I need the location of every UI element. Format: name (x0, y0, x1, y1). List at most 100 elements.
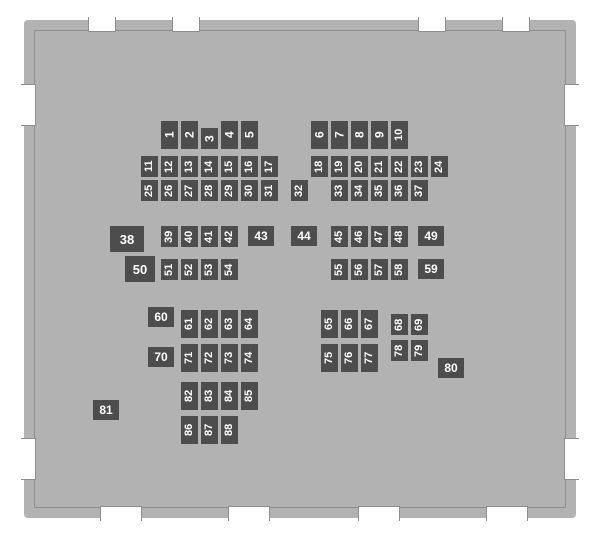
fuse-36: 36 (391, 180, 408, 201)
fuse-80: 80 (438, 358, 464, 378)
fuse-79: 79 (411, 340, 428, 361)
fuse-66: 66 (341, 310, 358, 338)
fuse-40: 40 (181, 226, 198, 247)
panel-clip (564, 84, 579, 126)
fuse-54: 54 (221, 259, 238, 280)
fuse-84: 84 (221, 382, 238, 410)
fuse-82: 82 (181, 382, 198, 410)
fuse-64: 64 (241, 310, 258, 338)
fuse-45: 45 (331, 226, 348, 247)
fuse-88: 88 (221, 416, 238, 444)
fuse-69: 69 (411, 314, 428, 335)
fuse-4: 4 (221, 121, 238, 149)
fuse-39: 39 (161, 226, 178, 247)
fuse-85: 85 (241, 382, 258, 410)
fuse-37: 37 (411, 180, 428, 201)
fuse-49: 49 (418, 226, 444, 246)
fuse-60: 60 (148, 307, 174, 327)
fuse-81: 81 (93, 400, 119, 420)
fuse-48: 48 (391, 226, 408, 247)
fuse-83: 83 (201, 382, 218, 410)
fuse-63: 63 (221, 310, 238, 338)
fuse-5: 5 (241, 121, 258, 149)
fuse-44: 44 (291, 226, 317, 246)
panel-clip (418, 17, 446, 32)
fuse-76: 76 (341, 344, 358, 372)
panel-clip (502, 17, 530, 32)
fuse-23: 23 (411, 156, 428, 177)
fuse-56: 56 (351, 259, 368, 280)
panel-clip (21, 84, 36, 126)
fuse-10: 10 (391, 121, 408, 149)
fuse-33: 33 (331, 180, 348, 201)
fuse-9: 9 (371, 121, 388, 149)
fuse-57: 57 (371, 259, 388, 280)
panel-clip (172, 17, 200, 32)
fuse-35: 35 (371, 180, 388, 201)
panel-clip (100, 506, 142, 521)
fuse-12: 12 (161, 156, 178, 177)
fuse-21: 21 (371, 156, 388, 177)
fuse-55: 55 (331, 259, 348, 280)
fuse-2: 2 (181, 121, 198, 149)
fuse-47: 47 (371, 226, 388, 247)
fuse-7: 7 (331, 121, 348, 149)
fuse-box-diagram: 1234567891011121314151617181920212223242… (0, 0, 600, 538)
fuse-61: 61 (181, 310, 198, 338)
fuse-20: 20 (351, 156, 368, 177)
fuse-1: 1 (161, 121, 178, 149)
fuse-32: 32 (291, 180, 308, 201)
fuse-15: 15 (221, 156, 238, 177)
fuse-68: 68 (391, 314, 408, 335)
fuse-19: 19 (331, 156, 348, 177)
fuse-panel: 1234567891011121314151617181920212223242… (24, 20, 576, 518)
fuse-74: 74 (241, 344, 258, 372)
fuse-51: 51 (161, 259, 178, 280)
fuse-6: 6 (311, 121, 328, 149)
fuse-72: 72 (201, 344, 218, 372)
fuse-75: 75 (321, 344, 338, 372)
fuse-50: 50 (125, 256, 155, 282)
panel-clip (486, 506, 528, 521)
fuse-70: 70 (148, 347, 174, 367)
fuse-87: 87 (201, 416, 218, 444)
fuse-52: 52 (181, 259, 198, 280)
fuse-78: 78 (391, 340, 408, 361)
fuse-8: 8 (351, 121, 368, 149)
fuse-67: 67 (361, 310, 378, 338)
fuse-58: 58 (391, 259, 408, 280)
fuse-73: 73 (221, 344, 238, 372)
fuse-34: 34 (351, 180, 368, 201)
fuse-18: 18 (311, 156, 328, 177)
fuse-53: 53 (201, 259, 218, 280)
fuse-38: 38 (110, 226, 144, 252)
fuse-17: 17 (261, 156, 278, 177)
panel-clip (21, 438, 36, 480)
panel-clip (228, 506, 270, 521)
fuse-3: 3 (201, 128, 218, 149)
panel-clip (564, 438, 579, 480)
fuse-28: 28 (201, 180, 218, 201)
fuse-46: 46 (351, 226, 368, 247)
fuse-27: 27 (181, 180, 198, 201)
fuse-62: 62 (201, 310, 218, 338)
fuse-59: 59 (418, 259, 444, 279)
fuse-22: 22 (391, 156, 408, 177)
fuse-13: 13 (181, 156, 198, 177)
fuse-42: 42 (221, 226, 238, 247)
fuse-65: 65 (321, 310, 338, 338)
fuse-24: 24 (431, 156, 448, 177)
fuse-16: 16 (241, 156, 258, 177)
fuse-14: 14 (201, 156, 218, 177)
fuse-71: 71 (181, 344, 198, 372)
fuse-86: 86 (181, 416, 198, 444)
fuse-77: 77 (361, 344, 378, 372)
fuse-31: 31 (261, 180, 278, 201)
fuse-26: 26 (161, 180, 178, 201)
fuse-29: 29 (221, 180, 238, 201)
panel-clip (358, 506, 400, 521)
fuse-11: 11 (141, 156, 158, 177)
fuse-25: 25 (141, 180, 158, 201)
panel-clip (88, 17, 116, 32)
fuse-30: 30 (241, 180, 258, 201)
